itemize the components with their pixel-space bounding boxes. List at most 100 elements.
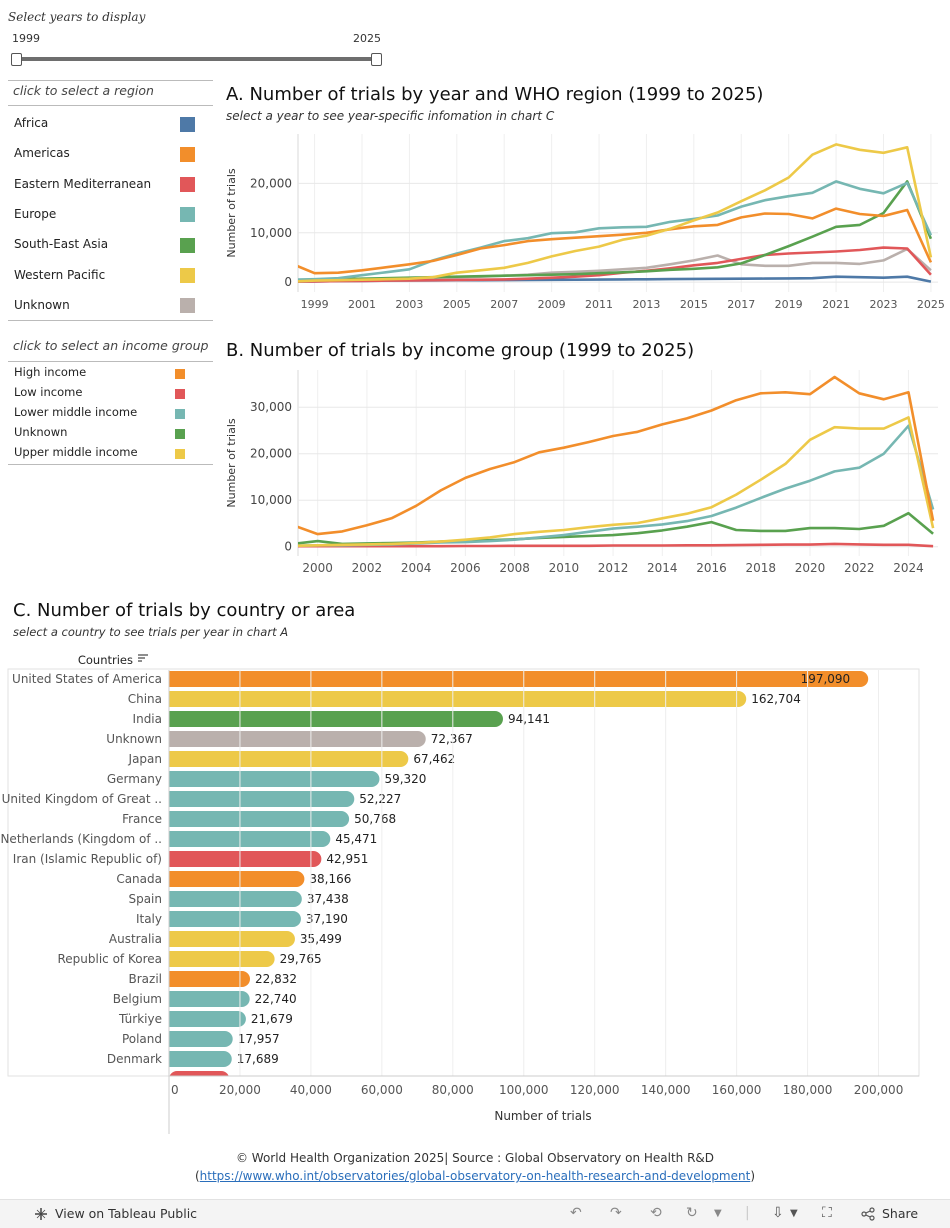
chart-a-series-south-east-asia[interactable] xyxy=(291,180,933,282)
share-icon[interactable] xyxy=(861,1207,875,1221)
chart-c-bar[interactable] xyxy=(169,1011,246,1027)
chart-a-series-europe[interactable] xyxy=(291,180,933,281)
chart-c-category-label[interactable]: Denmark xyxy=(107,1052,162,1066)
revert-icon[interactable]: ⟲ xyxy=(650,1205,662,1221)
chart-c-bar[interactable] xyxy=(169,931,295,947)
chart-c-bar[interactable] xyxy=(169,971,250,987)
chart-a-x-tick-label: 1999 xyxy=(301,298,329,311)
region-legend-item-unknown[interactable]: Unknown xyxy=(8,295,213,317)
year-slider-max-handle[interactable] xyxy=(371,53,382,66)
chart-c-bar[interactable] xyxy=(169,711,503,727)
chart-c-category-label[interactable]: Canada xyxy=(116,872,162,886)
chart-c-bar[interactable] xyxy=(169,831,331,847)
chart-c-x-tick-label: 160,000 xyxy=(712,1083,762,1097)
chart-c-value-label: 162,704 xyxy=(751,692,801,706)
chart-a-x-tick-label: 2023 xyxy=(869,298,897,311)
chart-c-bar[interactable] xyxy=(169,911,301,927)
region-legend-item-swatch xyxy=(180,237,195,253)
income-legend-item-high-income[interactable]: High income xyxy=(8,363,213,385)
chart-c-bar-square-end xyxy=(169,671,179,687)
chart-a-x-tick-label: 2025 xyxy=(917,298,945,311)
chart-c-bar[interactable] xyxy=(169,671,869,687)
income-legend-item-label: Lower middle income xyxy=(14,405,138,419)
chart-c-category-label[interactable]: Brazil xyxy=(129,972,163,986)
chart-c-category-label[interactable]: Unknown xyxy=(106,732,162,746)
chart-c-category-label[interactable]: Netherlands (Kingdom of .. xyxy=(0,832,162,846)
fullscreen-icon[interactable]: ⛶ xyxy=(822,1205,832,1221)
chart-c-category-label[interactable]: United Kingdom of Great .. xyxy=(2,792,162,806)
chart-c-bar-chart[interactable]: Countries United States of America 197,090… xyxy=(0,648,950,1138)
refresh-icon[interactable]: ↻ xyxy=(686,1205,698,1221)
chart-c-category-label[interactable]: Belgium xyxy=(113,992,162,1006)
chart-c-bar[interactable] xyxy=(169,771,380,787)
footer-paren-open: ( xyxy=(194,1169,200,1183)
chart-b-x-tick-label: 2024 xyxy=(893,561,924,575)
chart-a-x-tick-label: 2001 xyxy=(348,298,376,311)
chart-c-category-label[interactable]: Australia xyxy=(109,932,162,946)
year-slider-track[interactable] xyxy=(16,57,376,61)
chart-c-category-label[interactable]: Türkiye xyxy=(118,1012,162,1026)
region-legend-item-americas[interactable]: Americas xyxy=(8,143,213,165)
chart-a-series-americas[interactable] xyxy=(291,207,933,275)
download-dropdown-chevron-icon[interactable]: ▼ xyxy=(790,1208,798,1219)
chart-c-bar[interactable] xyxy=(169,1051,232,1067)
region-legend-item-europe[interactable]: Europe xyxy=(8,204,213,226)
chart-c-category-label[interactable]: India xyxy=(133,712,162,726)
chart-b-series-low-income[interactable] xyxy=(293,542,934,548)
chart-c-category-label[interactable]: Iran (Islamic Republic of) xyxy=(13,852,162,866)
chart-c-category-label[interactable]: Italy xyxy=(136,912,162,926)
chart-c-category-label[interactable]: United States of America xyxy=(12,672,162,686)
chart-c-bar[interactable] xyxy=(169,791,355,807)
share-button[interactable]: Share xyxy=(882,1206,919,1221)
chart-c-bar-partial[interactable] xyxy=(169,1071,229,1087)
footer-paren-close: ) xyxy=(750,1169,756,1183)
chart-c-bar[interactable] xyxy=(169,1031,233,1047)
view-on-tableau-public-button[interactable]: View on Tableau Public xyxy=(55,1206,198,1221)
chart-c-value-label: 72,367 xyxy=(431,732,473,746)
chart-a-x-tick-label: 2011 xyxy=(585,298,613,311)
chart-c-bar[interactable] xyxy=(169,851,322,867)
chart-b-line-chart[interactable]: 2000 2002 2004 2006 2008 2010 2012 2014 2016 2018… xyxy=(220,364,950,580)
chart-c-bar[interactable] xyxy=(169,751,409,767)
income-legend-item-lower-middle-income[interactable]: Lower middle income xyxy=(8,403,213,425)
footer-link-line: (https://www.who.int/observatories/globa… xyxy=(0,1169,950,1183)
chart-c-category-label[interactable]: China xyxy=(128,692,162,706)
chart-c-bar[interactable] xyxy=(169,891,302,907)
chart-b-x-tick-label: 2016 xyxy=(696,561,727,575)
redo-icon[interactable]: ↷ xyxy=(610,1205,622,1221)
chart-c-bar[interactable] xyxy=(169,991,250,1007)
income-legend-item-upper-middle-income[interactable]: Upper middle income xyxy=(8,443,213,465)
region-legend-item-africa[interactable]: Africa xyxy=(8,113,213,135)
chart-c-category-label[interactable]: Japan xyxy=(128,752,162,766)
region-legend-item-western-pacific[interactable]: Western Pacific xyxy=(8,265,213,287)
footer-source-link[interactable]: https://www.who.int/observatories/global… xyxy=(199,1169,751,1183)
chart-c-bar[interactable] xyxy=(169,811,350,827)
income-legend-item-unknown[interactable]: Unknown xyxy=(8,423,213,445)
chart-b-series-upper-middle-income[interactable] xyxy=(293,416,935,548)
chart-a-series-western-pacific[interactable] xyxy=(291,143,933,283)
chart-b-series-high-income[interactable] xyxy=(293,375,935,536)
refresh-dropdown-chevron-icon[interactable]: ▼ xyxy=(714,1208,722,1219)
chart-b-y-tick-label: 10,000 xyxy=(250,493,292,507)
chart-c-x-tick-label: 120,000 xyxy=(570,1083,620,1097)
income-legend-item-low-income[interactable]: Low income xyxy=(8,383,213,405)
chart-c-category-label[interactable]: Spain xyxy=(128,892,162,906)
income-legend-item-swatch xyxy=(175,449,185,459)
chart-c-category-label[interactable]: France xyxy=(122,812,162,826)
chart-c-category-label[interactable]: Poland xyxy=(122,1032,162,1046)
region-legend-item-eastern-mediterranean[interactable]: Eastern Mediterranean xyxy=(8,174,213,196)
region-legend-item-south-east-asia[interactable]: South-East Asia xyxy=(8,234,213,256)
sort-icon[interactable] xyxy=(138,654,148,662)
chart-a-line-chart[interactable]: 1999 2001 2003 2005 2007 2009 2011 2013 2015 2017… xyxy=(220,128,950,324)
chart-c-x-tick-label: 180,000 xyxy=(783,1083,833,1097)
chart-a-title: A. Number of trials by year and WHO regi… xyxy=(226,84,764,105)
undo-icon[interactable]: ↶ xyxy=(570,1205,582,1221)
year-slider-min-handle[interactable] xyxy=(11,53,22,66)
chart-c-category-label[interactable]: Republic of Korea xyxy=(57,952,162,966)
chart-c-bar[interactable] xyxy=(169,691,747,707)
chart-c-bar[interactable] xyxy=(169,951,275,967)
download-icon[interactable]: ⇩ xyxy=(772,1205,784,1221)
chart-c-bar[interactable] xyxy=(169,871,305,887)
chart-c-bar[interactable] xyxy=(169,731,426,747)
chart-c-category-label[interactable]: Germany xyxy=(107,772,162,786)
